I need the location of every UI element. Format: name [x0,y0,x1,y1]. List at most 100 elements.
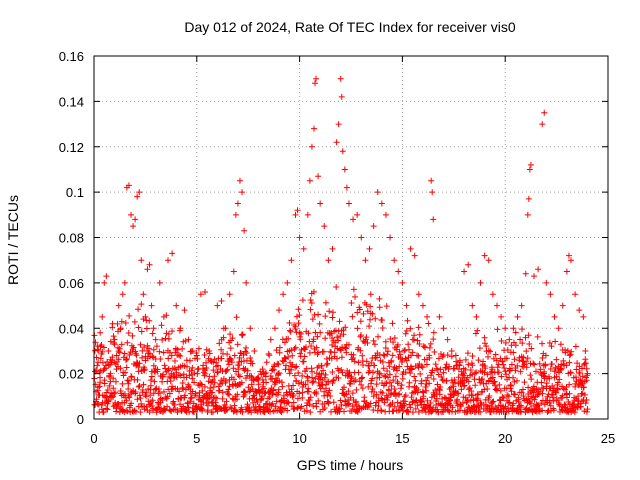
data-point [506,336,513,343]
band-point [409,409,416,416]
band-point [148,368,155,375]
band-point [499,393,506,400]
band-point [422,384,429,391]
band-point [387,335,394,342]
band-point [477,409,484,416]
band-point [323,361,330,368]
data-point [144,266,151,273]
data-point [95,359,102,366]
band-point [299,372,306,379]
band-point [414,337,421,344]
band-point [506,368,513,375]
data-point [193,352,200,359]
band-point [445,407,452,414]
band-point [517,404,524,411]
band-point [327,330,334,337]
band-point [500,394,507,401]
band-point [435,355,442,362]
band-point [322,385,329,392]
band-point [386,402,393,409]
data-point [239,189,246,196]
band-point [321,392,328,399]
band-point [179,345,186,352]
band-point [317,385,324,392]
data-point [115,302,122,309]
band-point [122,319,129,326]
band-point [269,400,276,407]
data-point [428,177,435,184]
data-point [514,313,521,320]
band-point [307,394,314,401]
band-point [444,401,451,408]
band-point [502,339,509,346]
band-point [583,408,590,415]
band-point [533,401,540,408]
band-point [340,390,347,397]
band-point [431,348,438,355]
band-point [248,381,255,388]
band-point [126,352,133,359]
band-point [424,374,431,381]
band-point [244,367,251,374]
data-point [339,148,346,155]
band-point [370,406,377,413]
band-point [528,345,535,352]
band-point [579,373,586,380]
band-point [539,354,546,361]
band-point [211,356,218,363]
band-point [273,347,280,354]
band-point [155,385,162,392]
band-point [553,356,560,363]
band-point [287,328,294,335]
band-point [539,407,546,414]
band-point [507,366,514,373]
band-point [177,352,184,359]
band-point [582,400,589,407]
data-point [526,166,533,173]
band-point [131,407,138,414]
band-point [317,329,324,336]
x-tick-label: 0 [90,431,97,446]
band-point [492,386,499,393]
band-point [261,370,268,377]
band-point [562,386,569,393]
band-point [139,354,146,361]
band-point [542,362,549,369]
band-point [534,333,541,340]
band-point [510,349,517,356]
band-point [519,340,526,347]
band-point [427,399,434,406]
band-point [315,349,322,356]
band-point [290,382,297,389]
band-point [440,369,447,376]
band-point [110,375,117,382]
band-point [165,335,172,342]
band-point [151,378,158,385]
band-point [381,396,388,403]
band-point [420,343,427,350]
band-point [153,385,160,392]
band-point [294,395,301,402]
band-point [286,370,293,377]
band-point [206,373,213,380]
band-point [519,386,526,393]
x-tick-label: 15 [395,431,409,446]
band-point [390,377,397,384]
data-point [103,273,110,280]
band-point [298,403,305,410]
data-point [498,313,505,320]
band-point [352,376,359,383]
band-point [309,368,316,375]
band-point [412,377,419,384]
band-point [477,379,484,386]
band-point [184,363,191,370]
band-point [412,405,419,412]
band-point [299,389,306,396]
band-point [145,345,152,352]
band-point [234,391,241,398]
band-point [378,407,385,414]
band-point [223,407,230,414]
band-point [210,383,217,390]
band-point [305,385,312,392]
